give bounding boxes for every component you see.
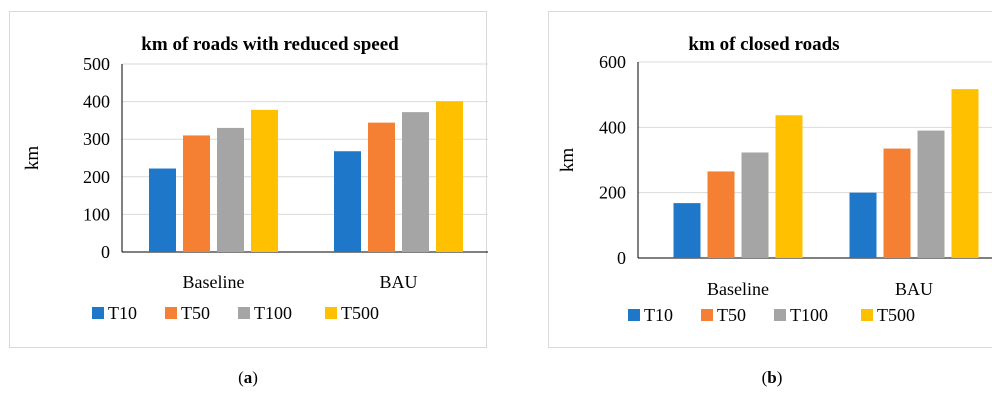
bar-t10-baseline	[149, 168, 176, 252]
legend-label: T500	[877, 305, 915, 325]
legend-label: T10	[108, 303, 137, 323]
y-tick-label: 0	[101, 242, 110, 262]
chart-b-svg: km of closed roads 0 200 400 600 km Baseline BA…	[557, 34, 992, 325]
caption-a: (a)	[238, 368, 258, 387]
chart-title: km of roads with reduced speed	[141, 34, 399, 55]
chart-title: km of closed roads	[688, 34, 839, 55]
legend-swatch	[165, 307, 177, 319]
bar-t10-bau	[849, 192, 877, 258]
chart-panel-b: km of closed roads 0 200 400 600 km Baseline BA…	[548, 11, 992, 348]
x-category-label: Baseline	[707, 279, 769, 299]
bar-t500-baseline	[775, 115, 803, 258]
legend-label: T10	[644, 305, 673, 325]
legend-swatch	[628, 309, 640, 321]
x-category-label: BAU	[895, 279, 933, 299]
y-tick-label: 300	[83, 129, 110, 149]
legend-swatch	[701, 309, 713, 321]
chart-a-svg: km of roads with reduced speed 0 100 200 300…	[22, 34, 488, 323]
bar-t100-bau	[402, 112, 429, 253]
y-axis-label: km	[22, 146, 43, 171]
caption-b: (b)	[761, 368, 783, 387]
bar-t500-bau	[951, 89, 979, 258]
bar-t500-bau	[436, 101, 463, 252]
y-tick-label: 100	[83, 204, 110, 224]
bar-t100-bau	[917, 130, 945, 258]
legend-swatch	[92, 307, 104, 319]
y-tick-label: 500	[83, 54, 110, 74]
bar-t10-bau	[334, 151, 361, 252]
y-axis-label: km	[557, 148, 578, 173]
legend-label: T500	[341, 303, 379, 323]
y-tick-label: 200	[83, 167, 110, 187]
legend-swatch	[325, 307, 337, 319]
bar-t500-baseline	[251, 109, 278, 252]
legend-label: T100	[790, 305, 828, 325]
y-tick-label: 200	[599, 183, 626, 203]
y-tick-label: 0	[617, 248, 626, 268]
legend-swatch	[238, 307, 250, 319]
legend-swatch	[774, 309, 786, 321]
y-tick-label: 400	[599, 117, 626, 137]
legend-label: T50	[181, 303, 210, 323]
y-tick-label: 600	[599, 52, 626, 72]
bar-t50-bau	[368, 122, 395, 252]
bar-t50-baseline	[707, 171, 735, 258]
bar-t50-bau	[883, 148, 911, 258]
bar-t50-baseline	[183, 135, 210, 252]
y-tick-label: 400	[83, 92, 110, 112]
x-category-label: BAU	[379, 272, 417, 292]
legend-label: T100	[254, 303, 292, 323]
chart-panel-a: km of roads with reduced speed 0 100 200 300…	[9, 11, 488, 348]
legend-label: T50	[717, 305, 746, 325]
bar-t100-baseline	[741, 152, 769, 258]
legend-swatch	[861, 309, 873, 321]
x-category-label: Baseline	[183, 272, 245, 292]
bar-t10-baseline	[673, 203, 701, 258]
bar-t100-baseline	[217, 127, 244, 252]
